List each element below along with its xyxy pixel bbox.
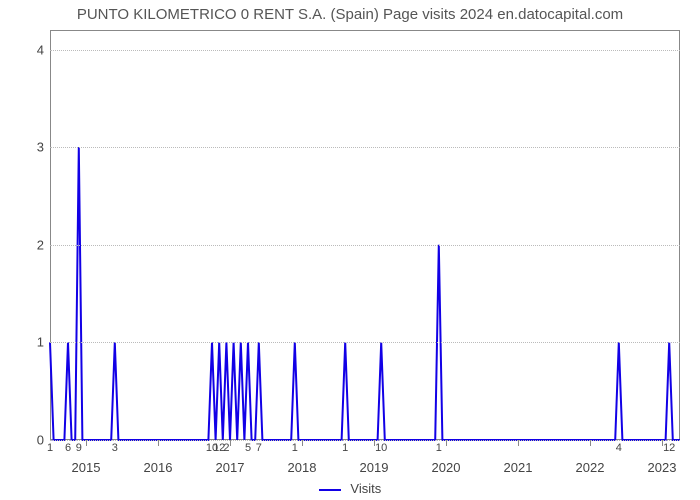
x-tick: [230, 440, 231, 446]
x-data-label: 4: [616, 442, 622, 454]
y-tick-label: 4: [37, 42, 44, 57]
x-tick-label: 2020: [432, 460, 461, 475]
y-tick-label: 0: [37, 433, 44, 448]
x-data-label: 2: [223, 442, 229, 454]
x-data-label: 6: [65, 442, 71, 454]
chart-title: PUNTO KILOMETRICO 0 RENT S.A. (Spain) Pa…: [0, 6, 700, 23]
x-tick-label: 2018: [288, 460, 317, 475]
legend-swatch: [319, 489, 341, 491]
x-tick-label: 2019: [360, 460, 389, 475]
y-tick-label: 2: [37, 237, 44, 252]
x-data-label: 10: [375, 442, 387, 454]
x-tick: [86, 440, 87, 446]
gridline: [50, 245, 680, 246]
x-tick-label: 2023: [648, 460, 677, 475]
y-tick-label: 3: [37, 140, 44, 155]
x-data-label: 12: [663, 442, 675, 454]
x-data-label: 1: [436, 442, 442, 454]
x-tick-label: 2015: [72, 460, 101, 475]
line-trace: [50, 30, 680, 440]
legend: Visits: [0, 481, 700, 496]
x-data-label: 3: [112, 442, 118, 454]
x-tick-label: 2016: [144, 460, 173, 475]
y-tick-label: 1: [37, 335, 44, 350]
gridline: [50, 342, 680, 343]
x-tick: [158, 440, 159, 446]
x-tick-label: 2021: [504, 460, 533, 475]
chart-container: PUNTO KILOMETRICO 0 RENT S.A. (Spain) Pa…: [0, 0, 700, 500]
x-data-label: 5: [245, 442, 251, 454]
x-data-label: 1: [47, 442, 53, 454]
x-tick: [590, 440, 591, 446]
gridline: [50, 440, 680, 441]
x-data-label: 1: [342, 442, 348, 454]
x-data-label: 9: [76, 442, 82, 454]
x-tick-label: 2022: [576, 460, 605, 475]
x-tick: [302, 440, 303, 446]
x-tick-label: 2017: [216, 460, 245, 475]
x-data-label: 1: [292, 442, 298, 454]
plot-area: 0123420152016201720182019202020212022202…: [50, 30, 680, 440]
gridline: [50, 147, 680, 148]
gridline: [50, 50, 680, 51]
x-tick: [518, 440, 519, 446]
x-tick: [446, 440, 447, 446]
x-data-label: 7: [256, 442, 262, 454]
legend-label: Visits: [350, 481, 381, 496]
